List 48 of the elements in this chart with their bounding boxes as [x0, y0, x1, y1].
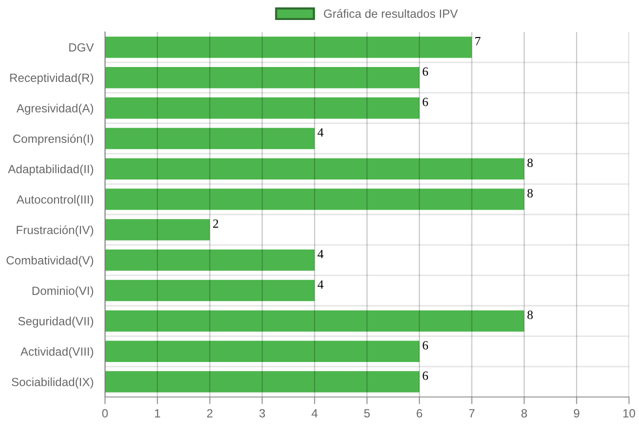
y-tick-label: Seguridad(VII) — [18, 316, 94, 328]
data-label: 6 — [422, 98, 428, 106]
bar — [105, 219, 210, 240]
x-tick-label: 9 — [574, 409, 580, 418]
x-tick-label: 2 — [207, 409, 212, 418]
data-label: 7 — [475, 37, 480, 46]
x-tick-label: 8 — [521, 409, 527, 418]
x-tick-label: 10 — [623, 409, 636, 418]
data-label: 4 — [318, 250, 324, 258]
y-tick-label: Agresividad(A) — [16, 104, 94, 115]
x-tick-label: 5 — [364, 409, 370, 418]
bar — [105, 97, 420, 119]
data-label: 6 — [422, 341, 428, 350]
x-tick-label: 3 — [259, 409, 265, 418]
bar — [105, 371, 420, 392]
y-tick-label: Combatividad(V) — [6, 256, 94, 267]
y-tick-label: Dominio(VI) — [32, 286, 94, 298]
x-tick-label: 1 — [155, 409, 160, 418]
x-tick-label: 0 — [102, 409, 108, 418]
data-label: 2 — [213, 219, 218, 228]
legend-label: Gráfica de resultados IPV — [324, 9, 458, 18]
bar — [105, 249, 315, 271]
x-tick-label: 4 — [312, 409, 318, 418]
data-label: 8 — [527, 189, 533, 198]
x-tick-label: 7 — [469, 409, 474, 418]
y-tick-label: Comprensión(I) — [13, 134, 94, 146]
bar — [105, 188, 524, 210]
y-tick-label: Frustración(IV) — [16, 225, 94, 236]
bar — [105, 66, 420, 88]
data-label: 6 — [422, 67, 428, 76]
bar — [105, 340, 420, 362]
bar — [105, 280, 315, 302]
x-tick-label: 6 — [416, 409, 422, 418]
y-tick-label: Receptividad(R) — [10, 73, 94, 84]
data-label: 4 — [318, 280, 324, 289]
bar — [105, 310, 524, 332]
y-tick-label: DGV — [69, 43, 94, 52]
data-label: 8 — [527, 158, 533, 168]
data-label: 6 — [422, 372, 428, 380]
y-tick-label: Sociabilidad(IX) — [12, 378, 94, 389]
y-tick-label: Adaptabilidad(II) — [8, 164, 94, 176]
bar — [105, 128, 315, 150]
data-label: 4 — [318, 128, 324, 136]
y-tick-label: Actividad(VIII) — [20, 347, 94, 358]
bar — [105, 158, 524, 180]
bar — [105, 36, 472, 58]
data-label: 8 — [527, 310, 533, 320]
y-tick-label: Autocontrol(III) — [16, 195, 94, 206]
